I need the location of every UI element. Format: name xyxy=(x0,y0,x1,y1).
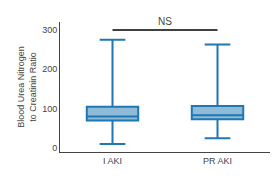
svg-text:Blood Urea Nitrogento Creatini: Blood Urea Nitrogento Creatinin Ratio xyxy=(16,46,38,128)
svg-text:0: 0 xyxy=(52,143,57,153)
svg-text:300: 300 xyxy=(42,25,57,35)
svg-text:I AKI: I AKI xyxy=(103,156,122,166)
svg-text:200: 200 xyxy=(42,64,57,74)
svg-text:NS: NS xyxy=(158,16,172,27)
svg-text:100: 100 xyxy=(42,104,57,114)
svg-text:PR AKI: PR AKI xyxy=(203,156,232,166)
